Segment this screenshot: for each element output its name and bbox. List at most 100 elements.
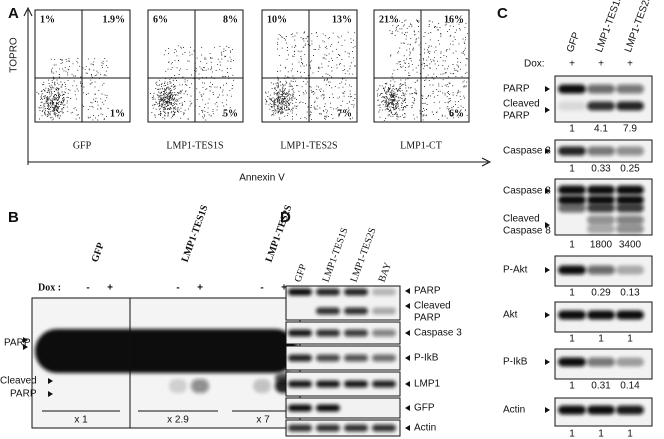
arrowhead [545,148,550,154]
band [288,424,312,432]
blot [285,419,401,437]
dox-sign: - [176,283,179,294]
quadrant-lines [262,10,357,122]
band [316,307,340,315]
band [344,288,368,296]
arrowhead [545,188,550,194]
percent: 5% [223,108,238,119]
fold-change: x 2.9 [167,415,189,426]
percent: 6% [153,14,168,25]
panel-label: A [8,5,19,22]
arrowhead [405,381,410,387]
band [587,265,615,275]
arrowhead [545,407,550,413]
arrowhead [405,425,410,431]
quantification: 1 [598,429,604,439]
band [587,101,615,111]
percent: 1.9% [103,14,126,25]
band-label: Cleaved [0,376,37,387]
scatter-dots [265,31,356,121]
band [372,354,396,362]
fold-change: x 1 [74,415,88,426]
arrowhead [23,344,28,350]
lane-label: GFP [90,241,107,264]
band [316,380,340,388]
percent: 6% [449,108,464,119]
band-label: Caspase 3 [503,146,551,157]
band [558,84,586,94]
band [616,203,644,213]
band-label: Akt [503,310,518,321]
band [616,185,644,195]
band [344,380,368,388]
quantification: 0.25 [620,164,640,175]
band [616,265,644,275]
quadrant-lines [374,10,469,122]
plot-name: LMP1-TES1S [166,140,223,151]
dox-sign: + [598,59,604,70]
band [372,307,396,315]
band [587,203,615,213]
band [558,357,586,367]
arrowhead [545,107,550,113]
band [316,329,340,337]
fold-change: x 7 [256,415,270,426]
band [587,84,615,94]
arrowhead [48,391,53,397]
band-label: PARP [10,389,37,400]
band [587,405,615,415]
band [35,329,297,373]
band [558,195,586,205]
band [587,146,615,156]
band [587,310,615,320]
band-label: Caspase 3 [414,328,462,339]
x-axis-arrow [28,157,492,167]
band [616,195,644,205]
band [558,185,586,195]
plot-name: LMP1-CT [400,140,442,151]
dox-sign: - [86,283,89,294]
band [288,404,312,412]
quantification: 1 [627,429,633,439]
lane-label: LMP1-TES1S [594,0,625,54]
band-label: PARP [4,338,31,349]
band-label: Cleaved [414,301,451,312]
lane-label: GFP [565,31,582,54]
band-label: Caspase 8 [503,226,551,237]
band [316,354,340,362]
dox-sign: + [627,59,633,70]
band [372,380,396,388]
band [587,357,615,367]
quantification: 4.1 [594,124,608,135]
band [558,310,586,320]
percent: 1% [110,108,125,119]
band [372,329,396,337]
band [616,405,644,415]
plot-name: GFP [73,140,92,151]
quantification: 3400 [619,240,642,251]
quantification: 0.14 [620,381,640,392]
quadrant-lines [35,10,130,122]
percent: 1% [40,14,55,25]
band-label: PARP [414,313,441,324]
dox-label: Dox: [524,59,545,70]
panel-label: C [497,5,508,22]
quantification: 1800 [590,240,613,251]
quantification: 1 [569,429,575,439]
quadrant-lines [148,10,243,122]
band [372,424,396,432]
quantification: 1 [569,164,575,175]
blot [285,397,401,419]
dox-sign: + [569,59,575,70]
y-axis-arrow [23,6,33,165]
band [558,405,586,415]
plot-name: LMP1-TES2S [280,140,337,151]
quantification: 0.33 [591,164,611,175]
band [344,354,368,362]
percent: 8% [223,14,238,25]
quantification: 0.13 [620,288,640,299]
band-label: GFP [414,403,435,414]
quantification: 1 [569,124,575,135]
dox-sign: + [281,283,287,294]
